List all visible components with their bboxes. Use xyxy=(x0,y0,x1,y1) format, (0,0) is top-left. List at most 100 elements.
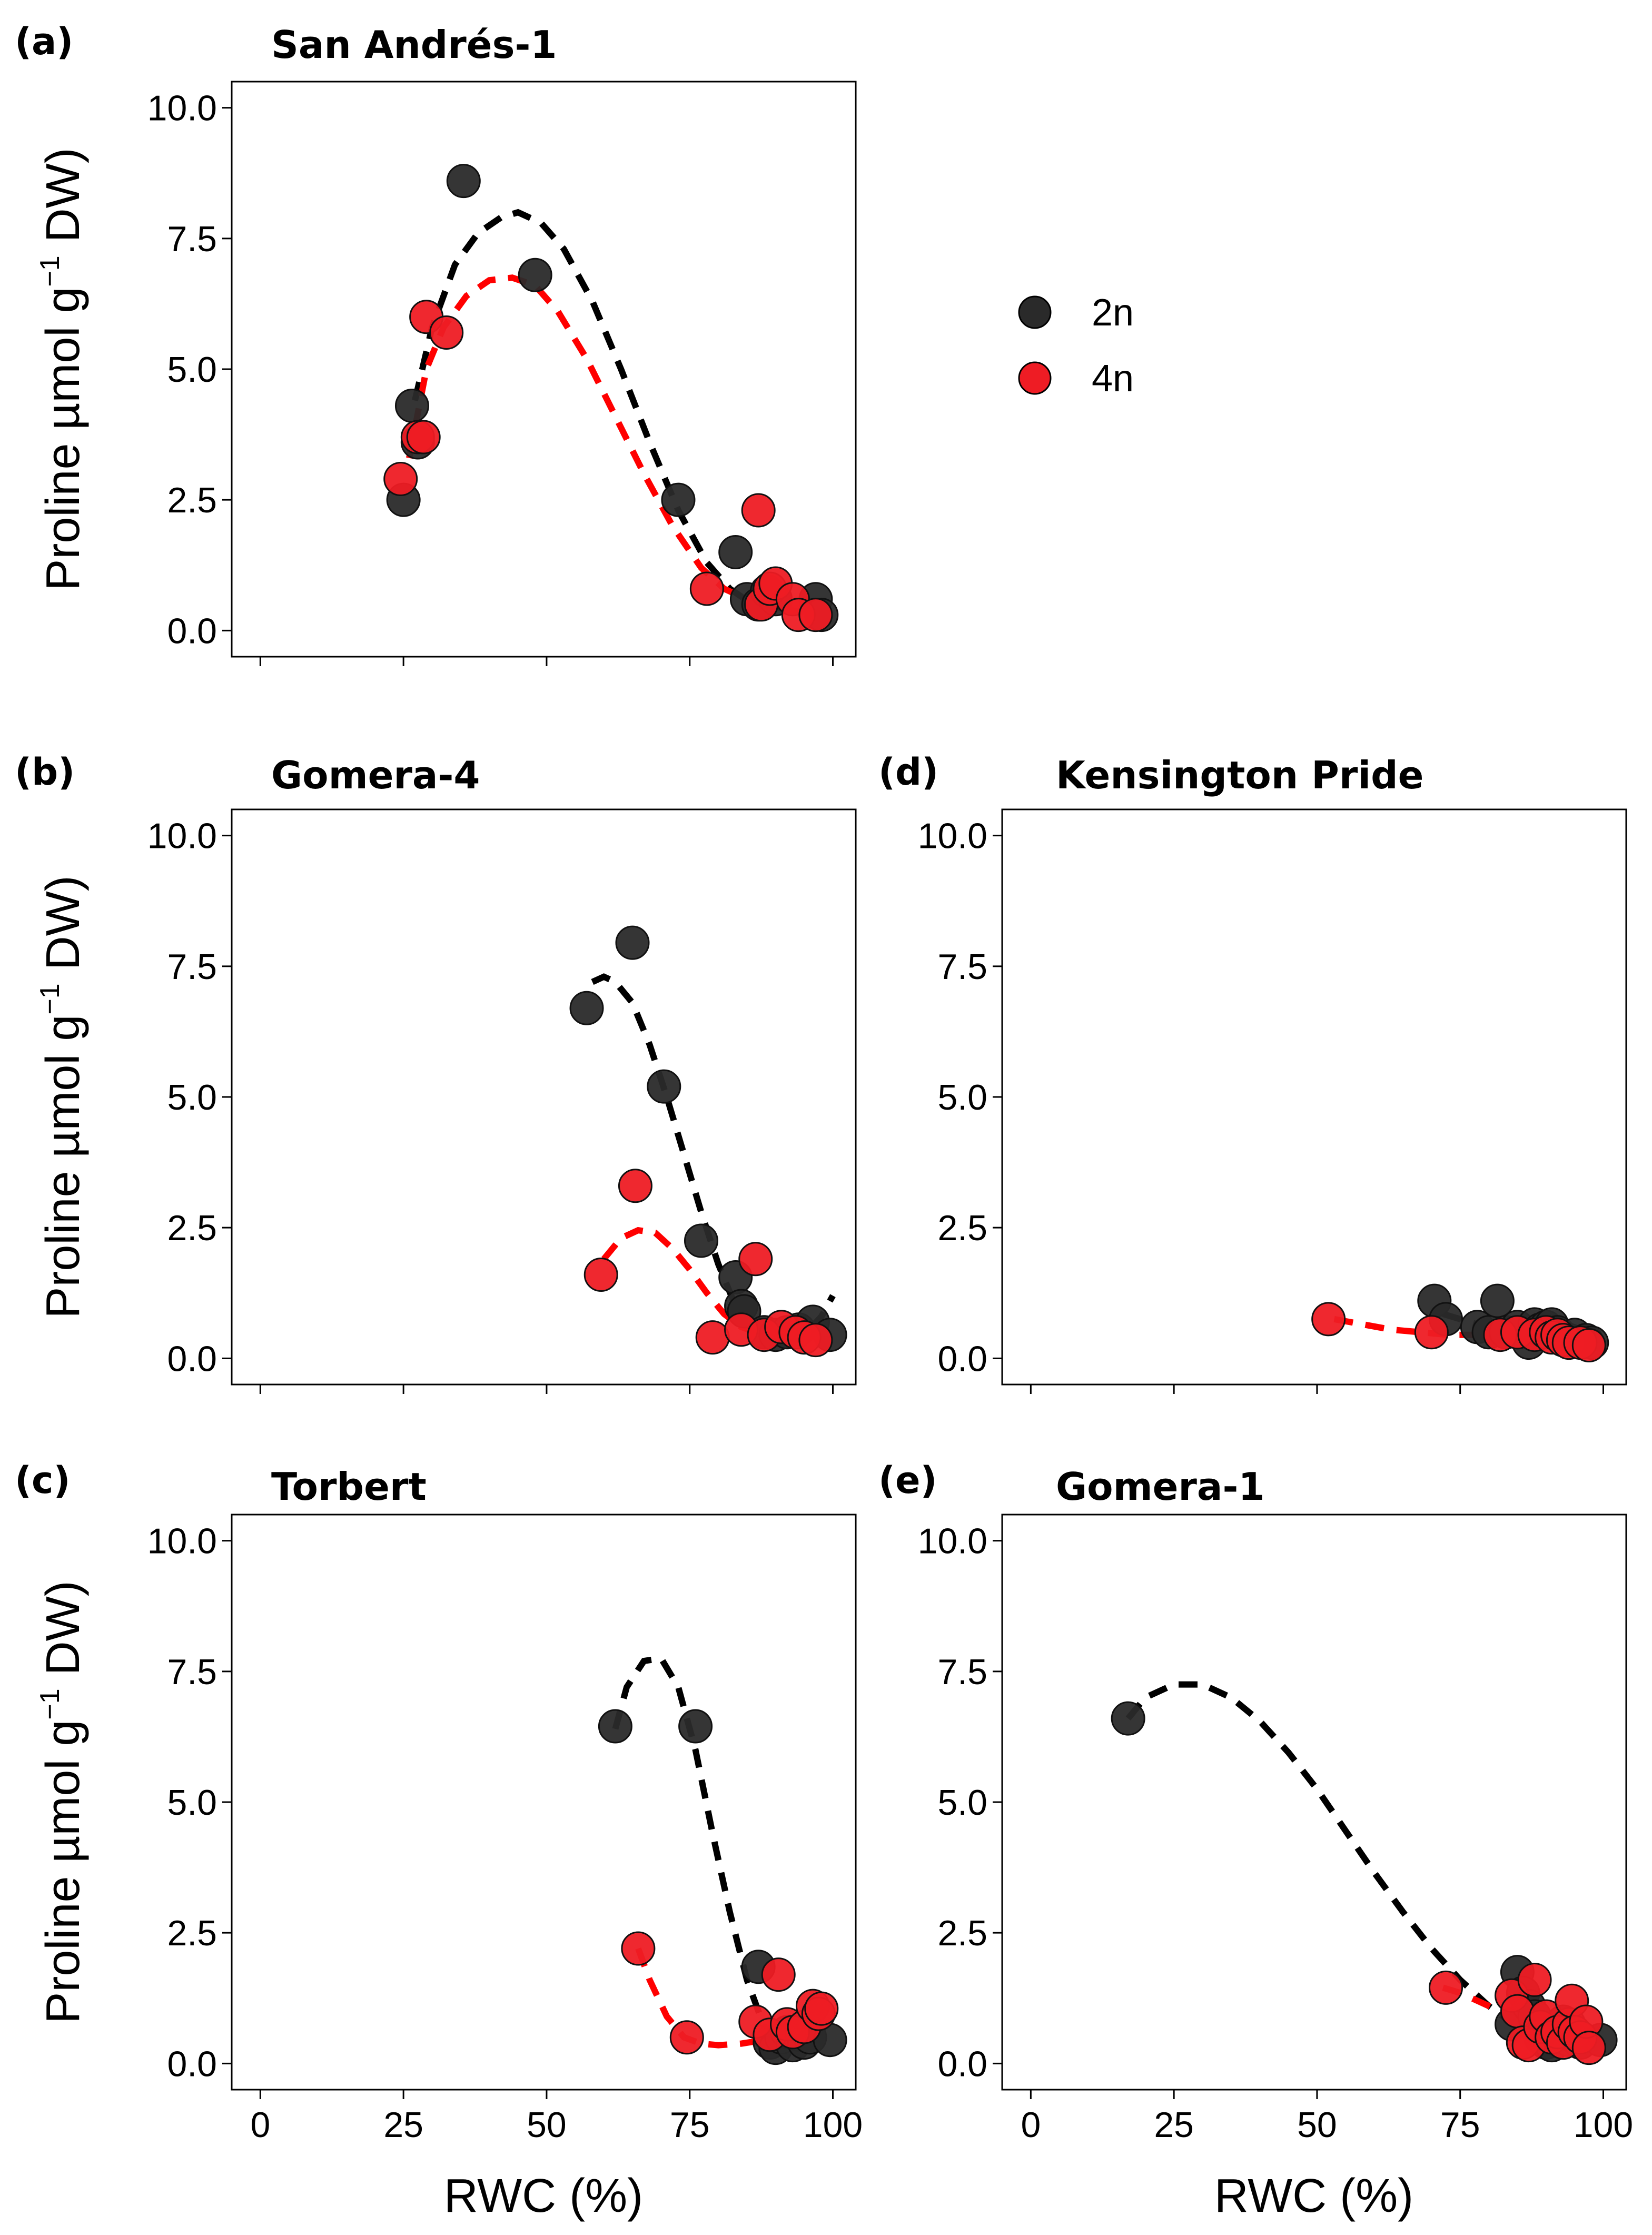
y-tick-label: 10.0 xyxy=(147,1521,217,1561)
fit-line-4n xyxy=(635,1947,823,2049)
y-tick-label: 2.5 xyxy=(937,1913,987,1953)
panel-d-title: Kensington Pride xyxy=(1056,753,1423,797)
point-2n xyxy=(394,388,429,423)
y-tick-label: 7.5 xyxy=(937,947,987,987)
panel-c-points xyxy=(598,1709,847,2065)
panel-b-y-axis: 0.0 2.5 5.0 7.5 10.0 xyxy=(147,816,232,1379)
y-tick-label: 5.0 xyxy=(167,1077,217,1118)
y-tick-label: 2.5 xyxy=(167,1208,217,1248)
y-tick-label: 5.0 xyxy=(167,1783,217,1823)
panel-e: (e) Gomera-1 0.0 2.5 5.0 7.5 10.0 0 25 50 75 100 xyxy=(878,1459,1633,2145)
panel-b-plot-area xyxy=(231,808,857,1386)
point-4n xyxy=(798,1323,833,1358)
y-tick-label: 7.5 xyxy=(937,1652,987,1692)
x-tick-label: 75 xyxy=(670,2105,710,2145)
point-2n xyxy=(1480,1283,1515,1318)
panel-b: (b) Gomera-4 0.0 2.5 5.0 7.5 10.0 xyxy=(15,750,857,1394)
point-4n xyxy=(1517,1963,1552,1997)
panel-e-tag: (e) xyxy=(878,1459,937,1502)
y-tick-label: 2.5 xyxy=(937,1208,987,1248)
panel-c: (c) Torbert 0.0 2.5 5.0 7.5 10.0 0 25 50 75 100 xyxy=(15,1459,863,2145)
point-4n xyxy=(798,598,833,632)
y-tick-label: 0.0 xyxy=(937,2044,987,2084)
y-tick-label: 10.0 xyxy=(918,1521,987,1561)
point-4n xyxy=(804,1991,839,2026)
y-tick-label: 10.0 xyxy=(918,816,987,856)
fit-line-2n xyxy=(412,209,822,616)
y-tick-label: 5.0 xyxy=(937,1077,987,1118)
panel-d: (d) Kensington Pride 0.0 2.5 5.0 7.5 10.0 xyxy=(878,750,1627,1394)
y-axis-title-b: Proline µmol g−1 DW) xyxy=(35,875,90,1318)
point-2n xyxy=(615,925,650,960)
x-tick-label: 25 xyxy=(1154,2105,1194,2145)
panel-b-tag: (b) xyxy=(15,750,75,794)
y-tick-label: 0.0 xyxy=(937,1339,987,1379)
point-4n xyxy=(738,1242,773,1277)
point-4n xyxy=(429,315,464,350)
fit-line-2n xyxy=(591,973,836,1349)
point-4n xyxy=(695,1320,730,1355)
y-tick-label: 0.0 xyxy=(167,2044,217,2084)
panel-d-y-axis: 0.0 2.5 5.0 7.5 10.0 xyxy=(918,816,1002,1379)
point-4n xyxy=(1571,1328,1606,1363)
y-tick-label: 0.0 xyxy=(167,611,217,651)
y-tick-label: 0.0 xyxy=(167,1339,217,1379)
panel-a-title: San Andrés-1 xyxy=(271,23,557,67)
panel-c-fit-lines xyxy=(612,1655,823,2051)
x-tick-label: 25 xyxy=(383,2105,423,2145)
point-2n xyxy=(661,482,696,517)
y-tick-label: 10.0 xyxy=(147,88,217,128)
point-4n xyxy=(1311,1302,1346,1337)
legend: 2n 4n xyxy=(1018,292,1134,400)
panel-d-plot-area xyxy=(1001,808,1627,1386)
panel-b-x-axis xyxy=(259,1384,834,1394)
panel-a: (a) San Andrés-1 0.0 2.5 5.0 7.5 10.0 xyxy=(15,20,857,666)
point-4n xyxy=(383,461,418,496)
y-tick-label: 5.0 xyxy=(937,1783,987,1823)
fit-line-4n xyxy=(406,274,817,618)
fit-line-2n xyxy=(612,1655,817,2051)
x-tick-label: 75 xyxy=(1440,2105,1480,2145)
y-tick-label: 10.0 xyxy=(147,816,217,856)
x-axis-title-c: RWC (%) xyxy=(444,2170,643,2222)
panel-a-y-axis: 0.0 2.5 5.0 7.5 10.0 xyxy=(147,88,232,651)
panel-b-fit-lines xyxy=(591,973,836,1349)
x-tick-label: 50 xyxy=(1297,2105,1337,2145)
point-4n xyxy=(741,493,776,528)
point-2n xyxy=(684,1223,718,1258)
point-2n xyxy=(678,1709,713,1744)
point-2n xyxy=(647,1069,681,1104)
point-4n xyxy=(761,1957,796,1992)
panel-a-tag: (a) xyxy=(15,20,73,63)
legend-marker-4n xyxy=(1018,361,1052,395)
panel-e-x-axis: 0 25 50 75 100 xyxy=(1021,2090,1633,2145)
panel-e-points xyxy=(1111,1701,1618,2065)
panel-e-y-axis: 0.0 2.5 5.0 7.5 10.0 xyxy=(918,1521,1002,2084)
panel-a-points xyxy=(383,164,839,632)
point-2n xyxy=(569,991,604,1025)
point-4n xyxy=(621,1931,656,1966)
point-4n xyxy=(618,1169,652,1203)
point-4n xyxy=(583,1258,618,1292)
panel-e-title: Gomera-1 xyxy=(1056,1465,1265,1509)
legend-label-4n: 4n xyxy=(1092,358,1134,400)
y-axis-title-a: Proline µmol g−1 DW) xyxy=(35,147,90,590)
panel-b-title: Gomera-4 xyxy=(271,753,480,797)
panel-a-plot-area xyxy=(231,81,857,658)
x-axis-title-e: RWC (%) xyxy=(1214,2170,1413,2222)
legend-marker-2n xyxy=(1018,295,1052,329)
point-4n xyxy=(1414,1315,1449,1350)
x-tick-label: 100 xyxy=(803,2105,863,2145)
panel-c-x-axis: 0 25 50 75 100 xyxy=(250,2090,863,2145)
y-tick-label: 7.5 xyxy=(167,219,217,259)
legend-label-2n: 2n xyxy=(1092,292,1134,334)
point-4n xyxy=(689,571,724,606)
panel-c-title: Torbert xyxy=(271,1465,427,1509)
panel-c-y-axis: 0.0 2.5 5.0 7.5 10.0 xyxy=(147,1521,232,2084)
panel-c-tag: (c) xyxy=(15,1459,70,1502)
x-tick-label: 0 xyxy=(1021,2105,1041,2145)
y-tick-label: 2.5 xyxy=(167,1913,217,1953)
y-tick-label: 5.0 xyxy=(167,350,217,390)
panel-b-points xyxy=(569,925,847,1358)
panel-a-x-axis xyxy=(259,657,834,666)
